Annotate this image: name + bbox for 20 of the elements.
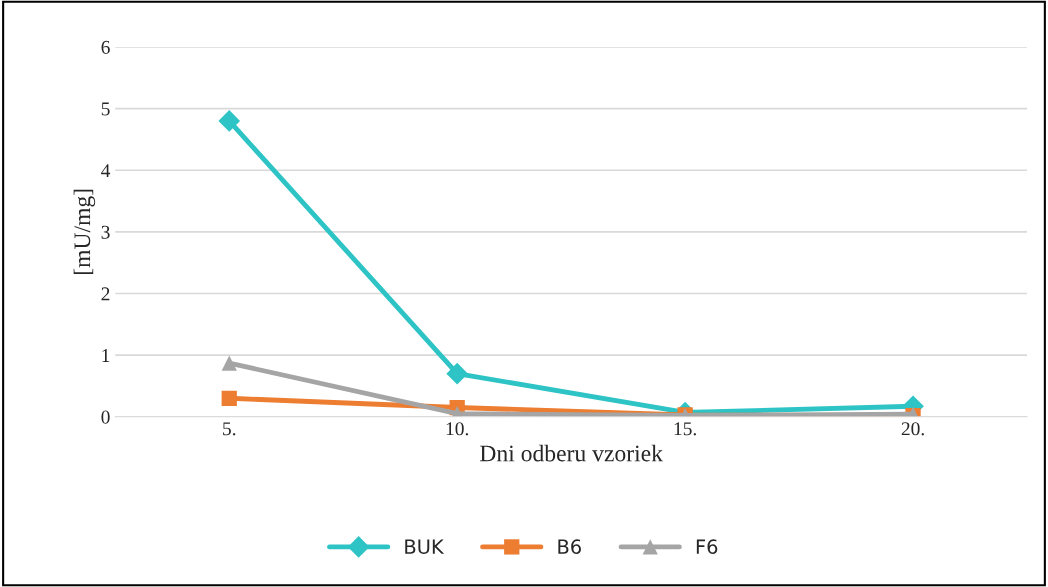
y-tick-label: 6 (101, 40, 110, 54)
y-tick-label: 1 (102, 349, 110, 362)
point (221, 390, 237, 406)
point (218, 110, 241, 132)
y-axis-title: [mU/mg] (73, 189, 96, 275)
legend-label: F6 (696, 539, 718, 554)
y-tick-label: 4 (101, 164, 111, 177)
legend-label: B6 (558, 539, 581, 554)
y-tick-label: 2 (101, 287, 110, 301)
y-tick-label: 3 (101, 225, 110, 239)
y-tick-label: 0 (101, 410, 110, 424)
x-tick-label: 20. (901, 422, 924, 436)
point (446, 362, 468, 385)
x-tick-label: 5. (223, 422, 236, 436)
x-tick-label: 10. (446, 422, 469, 436)
y-tick-label: 5 (101, 102, 110, 116)
point (221, 355, 237, 371)
x-axis-title: Dni odberu vzoriek (480, 444, 663, 462)
x-tick-label: 15. (674, 422, 696, 436)
legend-label: BUK (405, 539, 445, 554)
